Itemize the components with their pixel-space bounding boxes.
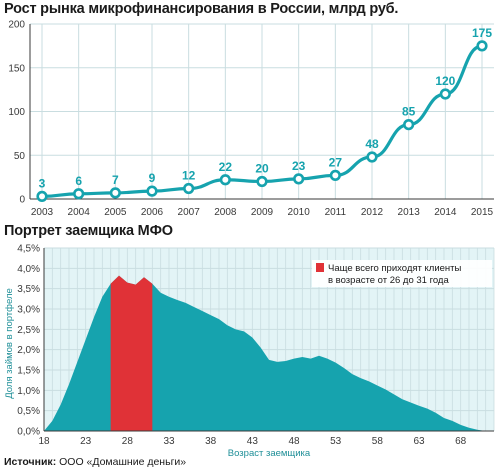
data-point [36,190,48,202]
area-fill [44,275,494,431]
x-tick-label: 2011 [325,207,347,218]
data-point [183,182,195,195]
borrower-portrait-area-chart: 0,0% 0,5% 1,0% 1,5% 2,0% 2,5% 3,0% 3,5% 4,0% 4,5%… [4,244,495,459]
y-tick-label: 4,0% [17,264,40,275]
y-tick-label: 200 [8,20,25,31]
x-tick-label: 2005 [104,207,127,218]
x-tick-label: 2007 [178,207,201,218]
data-point [73,188,85,200]
x-tick-label: 2009 [251,207,274,218]
y-tick-label: 100 [8,107,25,118]
x-tick-label: 28 [122,436,134,447]
data-point [146,185,158,197]
source-note: Источник: ООО «Домашние деньги» [4,456,186,468]
x-tick-label: 2010 [288,207,311,218]
highlight-band [110,275,153,431]
data-label: 7 [112,173,119,187]
y-tick-label: 3,5% [17,284,40,295]
source-text: ООО «Домашние деньги» [59,456,187,468]
x-tick-label: 63 [413,436,425,447]
x-tick-label: 2012 [361,207,384,218]
x-tick-label: 68 [455,436,467,447]
market-growth-line-chart: 0 50 100 150 200 2003 2004 2005 2006 2007 2008 2009… [8,20,494,218]
data-point [219,174,231,186]
data-label: 6 [75,174,82,188]
y-tick-label: 0 [19,195,25,206]
x-tick-label: 18 [38,436,50,447]
data-label: 12 [182,169,196,183]
y-tick-label: 1,5% [17,366,40,377]
chart-title-market-growth: Рост рынка микрофинансирования в России,… [4,1,399,17]
data-label: 85 [402,105,416,119]
chart-title-borrower-portrait: Портрет заемщика МФО [4,223,173,239]
source-label: Источник: [4,456,57,468]
x-tick-label: 38 [205,436,217,447]
y-tick-label: 2,5% [17,325,40,336]
data-label: 20 [255,162,269,176]
data-label: 9 [149,171,156,185]
x-axis-title: Возраст заемщика [228,448,311,459]
data-point [476,40,488,52]
data-point [366,151,378,163]
y-axis-title: Доля займов в портфеле [4,288,15,399]
data-label: 120 [435,74,455,88]
legend-label: в возрасте от 26 до 31 года [328,275,449,286]
data-point [403,119,415,131]
y-tick-label: 3,0% [17,305,40,316]
y-tick-label: 2,0% [17,345,40,356]
data-label: 48 [365,137,379,151]
x-tick-label: 2006 [141,207,164,218]
data-point [256,175,268,188]
data-label: 27 [329,155,343,169]
x-tick-label: 2003 [31,207,54,218]
y-tick-label: 0,5% [17,406,40,417]
x-tick-label: 58 [372,436,384,447]
x-tick-label: 48 [288,436,300,447]
x-tick-label: 33 [163,436,175,447]
data-point [439,88,451,100]
legend-swatch [316,263,324,272]
y-tick-label: 50 [14,151,26,162]
x-tick-label: 2004 [68,207,91,218]
data-point [109,187,121,199]
y-tick-label: 4,5% [17,244,40,255]
x-tick-label: 53 [330,436,342,447]
x-tick-label: 2014 [434,207,457,218]
x-tick-label: 23 [80,436,92,447]
data-label: 175 [472,26,492,40]
data-point [329,169,341,181]
y-tick-label: 1,0% [17,386,40,397]
data-label: 22 [219,160,233,174]
y-tick-label: 0,0% [17,427,40,438]
data-point [293,173,305,185]
x-tick-label: 2015 [471,207,494,218]
x-tick-label: 43 [247,436,259,447]
data-label: 23 [292,159,306,173]
legend-label: Чаще всего приходят клиенты [328,263,462,274]
x-tick-label: 2013 [398,207,421,218]
x-tick-label: 2008 [214,207,237,218]
legend-box [312,260,492,287]
y-tick-label: 150 [8,63,25,74]
data-label: 3 [39,176,46,190]
